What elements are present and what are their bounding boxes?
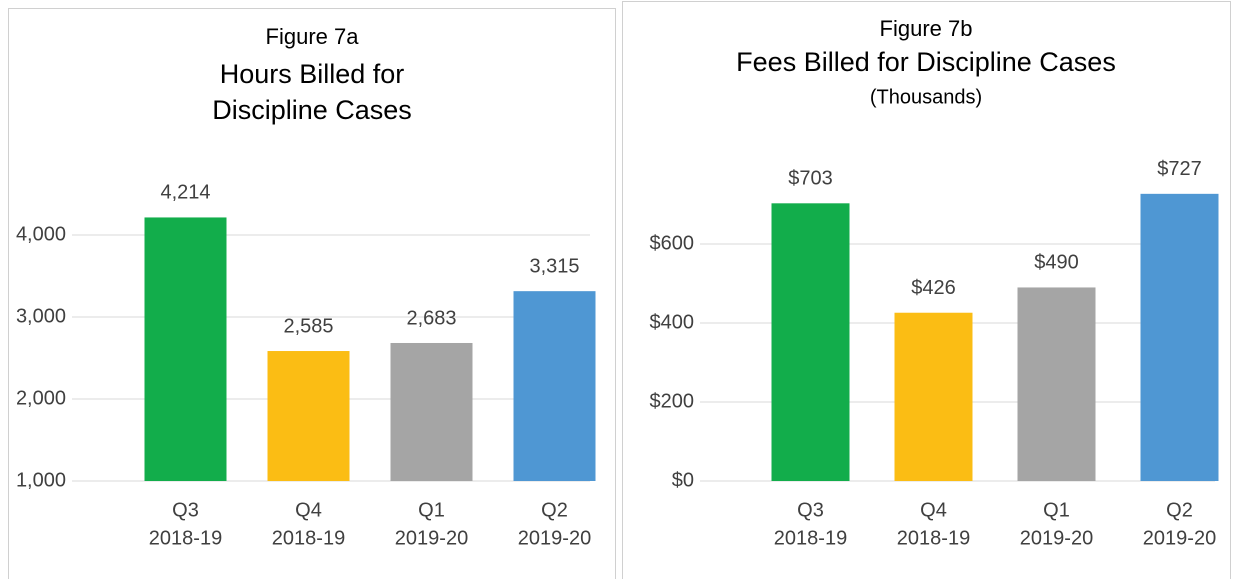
- data-label: 4,214: [160, 182, 210, 204]
- x-tick-label: Q4: [920, 499, 947, 521]
- bar: [1017, 287, 1096, 481]
- bar: [513, 291, 596, 481]
- bar: [144, 217, 227, 481]
- chart-title: Figure 7a: [266, 24, 360, 49]
- chart-subtitle: Fees Billed for Discipline Cases: [736, 47, 1116, 77]
- y-tick-label: $600: [650, 232, 695, 254]
- bar: [390, 342, 473, 481]
- x-tick-label: 2018-19: [897, 527, 970, 549]
- y-tick-label: 2,000: [16, 387, 66, 409]
- y-tick-label: 4,000: [16, 223, 66, 245]
- bar: [894, 312, 973, 481]
- panel-border: [8, 8, 616, 579]
- x-tick-label: Q3: [172, 499, 199, 521]
- x-tick-label: 2019-20: [518, 527, 591, 549]
- data-label: $727: [1157, 158, 1202, 180]
- x-tick-label: Q1: [1043, 499, 1070, 521]
- x-tick-label: 2019-20: [1020, 527, 1093, 549]
- x-tick-label: Q2: [541, 499, 568, 521]
- x-tick-label: Q2: [1166, 499, 1193, 521]
- x-tick-label: 2018-19: [774, 527, 847, 549]
- chart-title: Figure 7b: [880, 16, 973, 41]
- y-tick-label: 1,000: [16, 469, 66, 491]
- data-label: $703: [788, 168, 833, 190]
- bar: [267, 351, 350, 481]
- x-tick-label: Q3: [797, 499, 824, 521]
- x-tick-label: 2018-19: [272, 527, 345, 549]
- chart-note: (Thousands): [870, 86, 982, 108]
- x-tick-label: Q4: [295, 499, 322, 521]
- y-tick-label: 3,000: [16, 305, 66, 327]
- y-tick-label: $0: [672, 469, 694, 491]
- x-tick-label: 2019-20: [395, 527, 468, 549]
- data-label: $426: [911, 277, 956, 299]
- x-tick-label: 2018-19: [149, 527, 222, 549]
- chart-subtitle: Hours Billed for: [220, 59, 405, 89]
- x-tick-label: Q1: [418, 499, 445, 521]
- data-label: $490: [1034, 252, 1079, 274]
- data-label: 2,683: [406, 307, 456, 329]
- panel-border: [622, 1, 1231, 579]
- chart-subtitle: Discipline Cases: [212, 95, 412, 125]
- y-tick-label: $400: [650, 311, 695, 333]
- y-tick-label: $200: [650, 390, 695, 412]
- data-label: 2,585: [283, 315, 333, 337]
- bar: [1140, 193, 1219, 481]
- x-tick-label: 2019-20: [1143, 527, 1216, 549]
- bar: [771, 203, 850, 481]
- data-label: 3,315: [529, 255, 579, 277]
